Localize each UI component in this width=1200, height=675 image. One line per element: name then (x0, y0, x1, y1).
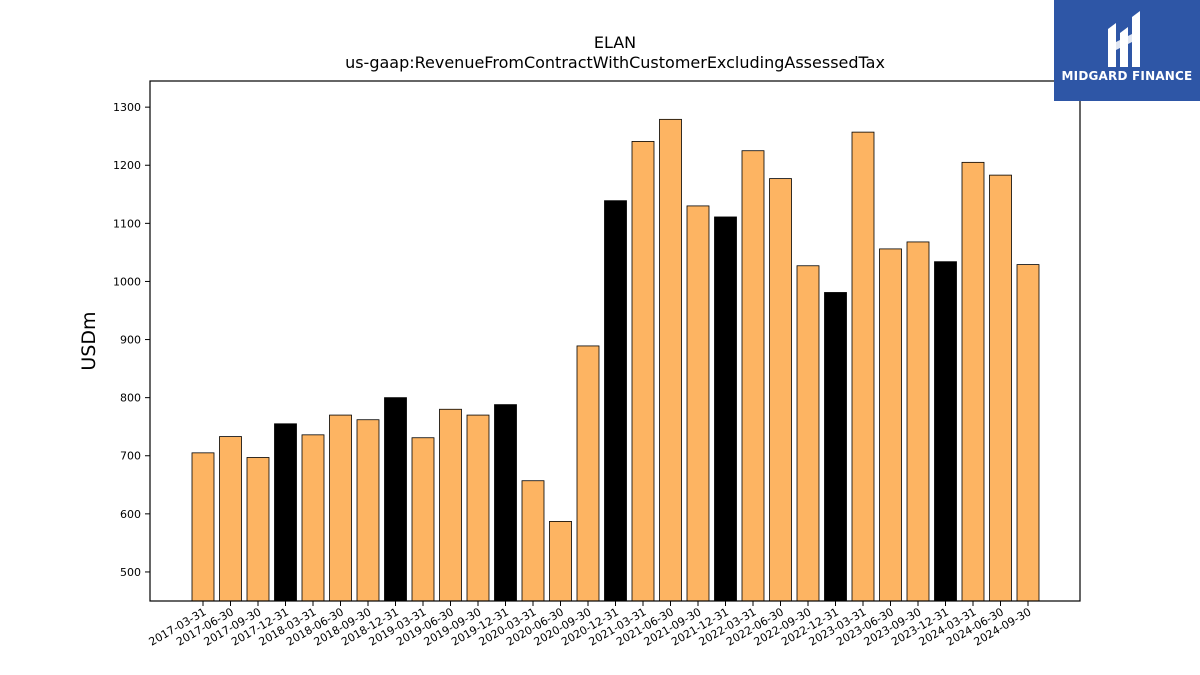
bar (824, 292, 847, 602)
chart-subtitle: us-gaap:RevenueFromContractWithCustomerE… (345, 53, 885, 72)
bar (714, 216, 737, 602)
bar (934, 261, 957, 602)
y-tick-label: 700 (120, 450, 141, 463)
bar (604, 200, 627, 602)
bar (989, 174, 1012, 602)
bar (521, 480, 545, 602)
bar (301, 434, 325, 602)
bar (329, 414, 352, 602)
midgard-logo-icon (1108, 11, 1140, 67)
bar (879, 248, 902, 602)
midgard-finance-logo: MIDGARD FINANCE (1054, 0, 1200, 101)
bar (494, 404, 517, 602)
bar (356, 419, 380, 602)
bar (549, 521, 572, 602)
bar (246, 457, 270, 602)
y-tick-label: 1000 (113, 275, 141, 288)
bar (274, 423, 297, 602)
bar (906, 241, 930, 602)
bar (191, 452, 215, 602)
bar (576, 345, 600, 602)
bar (961, 161, 985, 602)
logo-text: MIDGARD FINANCE (1061, 69, 1193, 83)
y-tick-label: 1300 (113, 101, 141, 114)
y-tick-label: 600 (120, 508, 141, 521)
bar (631, 141, 655, 602)
bar (466, 414, 490, 602)
bar (796, 265, 820, 602)
y-tick-label: 1100 (113, 217, 141, 230)
y-tick-label: 900 (120, 334, 141, 347)
bar (741, 150, 765, 602)
y-tick-label: 500 (120, 566, 141, 579)
bar (769, 178, 792, 602)
y-tick-label: 800 (120, 392, 141, 405)
y-axis-label: USDm (78, 311, 100, 370)
bar (686, 205, 710, 602)
bar (384, 397, 407, 602)
bar (1016, 264, 1040, 602)
chart-title: ELAN (593, 33, 637, 52)
y-tick-label: 1200 (113, 159, 141, 172)
bar (439, 408, 462, 602)
bar (851, 131, 875, 602)
bar (659, 118, 682, 602)
bar (411, 437, 435, 602)
bar (219, 436, 242, 602)
